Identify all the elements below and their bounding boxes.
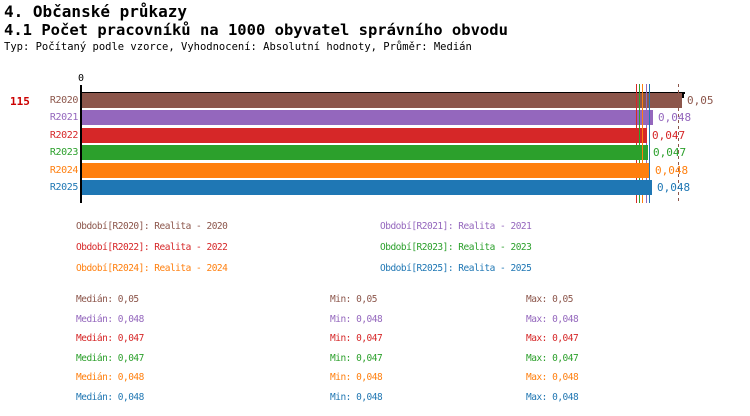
stat-median: Medián: 0,05 [76, 294, 139, 305]
bar [82, 163, 650, 178]
median-marker-line [649, 84, 650, 203]
median-marker-line [642, 84, 643, 203]
legend-item: Období[R2021]: Realita - 2021 [380, 221, 532, 232]
stat-min: Min: 0,047 [330, 353, 383, 364]
section-title: 4. Občanské průkazy [4, 2, 188, 21]
bar [82, 128, 647, 143]
stat-min: Min: 0,048 [330, 392, 383, 403]
median-marker-line [678, 84, 679, 203]
bar-value-label: 0,048 [658, 111, 692, 124]
bar-value-label: 0,048 [657, 181, 691, 194]
stat-min: Min: 0,048 [330, 314, 383, 325]
legend-item: Období[R2022]: Realita - 2022 [76, 242, 228, 253]
bar [82, 110, 653, 125]
bar-value-label: 0,048 [655, 164, 689, 177]
stat-max: Max: 0,048 [526, 372, 579, 383]
bar-value-label: 0,047 [653, 146, 687, 159]
stat-max: Max: 0,047 [526, 333, 579, 344]
bar-value-label: 0,05 [687, 94, 714, 107]
bar-category-label: R2022 [49, 130, 79, 141]
median-marker-line [646, 84, 647, 203]
stat-max: Max: 0,047 [526, 353, 579, 364]
bar-category-label: R2020 [49, 95, 79, 106]
stat-median: Medián: 0,047 [76, 353, 144, 364]
bar-category-label: R2025 [49, 182, 79, 193]
stat-max: Max: 0,048 [526, 392, 579, 403]
bar [82, 145, 648, 160]
y-axis-line [80, 85, 82, 203]
stat-min: Min: 0,047 [330, 333, 383, 344]
legend-item: Období[R2023]: Realita - 2023 [380, 242, 532, 253]
x-axis-end-tick [682, 92, 684, 98]
row-count-label: 115 [10, 95, 30, 108]
legend-item: Období[R2024]: Realita - 2024 [76, 263, 228, 274]
median-marker-line [639, 84, 640, 203]
stat-max: Max: 0,05 [526, 294, 573, 305]
stat-min: Min: 0,05 [330, 294, 377, 305]
bar [82, 93, 682, 108]
median-marker-line [636, 84, 637, 203]
stat-min: Min: 0,048 [330, 372, 383, 383]
stat-median: Medián: 0,047 [76, 333, 144, 344]
bar-category-label: R2023 [49, 147, 79, 158]
legend-item: Období[R2025]: Realita - 2025 [380, 263, 532, 274]
bar-category-label: R2024 [49, 165, 79, 176]
chart-title: 4.1 Počet pracovníků na 1000 obyvatel sp… [4, 21, 508, 39]
x-axis-zero-tick-label: 0 [77, 73, 85, 84]
stat-max: Max: 0,048 [526, 314, 579, 325]
legend-item: Období[R2020]: Realita - 2020 [76, 221, 228, 232]
chart-subtitle: Typ: Počítaný podle vzorce, Vyhodnocení:… [4, 41, 472, 53]
stat-median: Medián: 0,048 [76, 372, 144, 383]
stat-median: Medián: 0,048 [76, 392, 144, 403]
bar-value-label: 0,047 [652, 129, 686, 142]
bar [82, 180, 652, 195]
stat-median: Medián: 0,048 [76, 314, 144, 325]
bar-category-label: R2021 [49, 112, 79, 123]
